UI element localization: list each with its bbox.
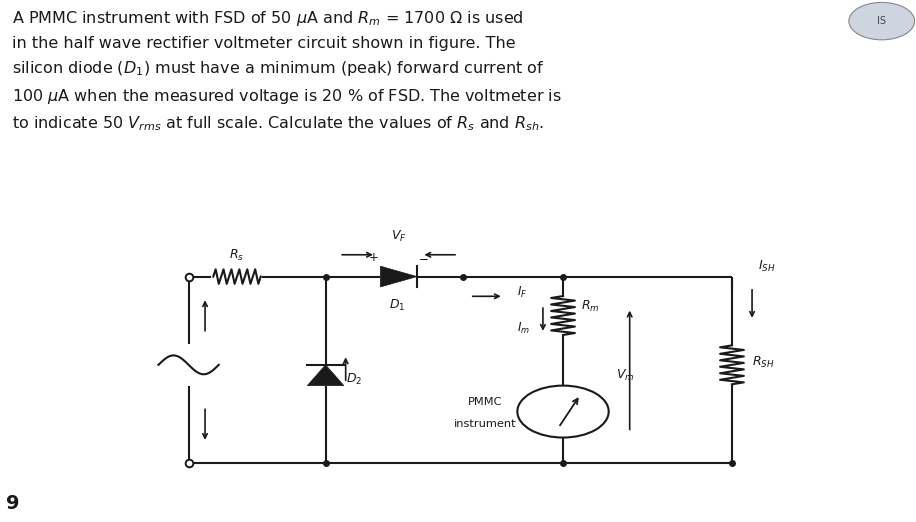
Text: $I_{SH}$: $I_{SH}$	[758, 259, 775, 274]
Text: $D_2$: $D_2$	[345, 372, 362, 387]
Text: $D_1$: $D_1$	[388, 299, 405, 314]
Text: $R_{SH}$: $R_{SH}$	[752, 354, 775, 370]
Text: +: +	[369, 251, 379, 264]
Polygon shape	[380, 266, 417, 287]
Text: $-$: $-$	[418, 251, 429, 264]
Text: $I_F$: $I_F$	[518, 284, 528, 300]
Text: $R_s$: $R_s$	[230, 248, 245, 263]
Text: $I_m$: $I_m$	[518, 321, 530, 336]
Circle shape	[849, 3, 914, 40]
Text: PMMC: PMMC	[468, 397, 503, 407]
Text: $R_m$: $R_m$	[582, 299, 600, 314]
Text: 9: 9	[6, 494, 19, 513]
Text: instrument: instrument	[454, 419, 517, 430]
Text: $V_m$: $V_m$	[616, 367, 635, 383]
Text: A PMMC instrument with FSD of 50 $\mu$A and $R_m$ = 1700 $\Omega$ is used
in the: A PMMC instrument with FSD of 50 $\mu$A …	[12, 9, 562, 133]
Text: IS: IS	[878, 16, 887, 26]
Text: $V_F$: $V_F$	[391, 229, 407, 244]
Polygon shape	[308, 365, 344, 386]
